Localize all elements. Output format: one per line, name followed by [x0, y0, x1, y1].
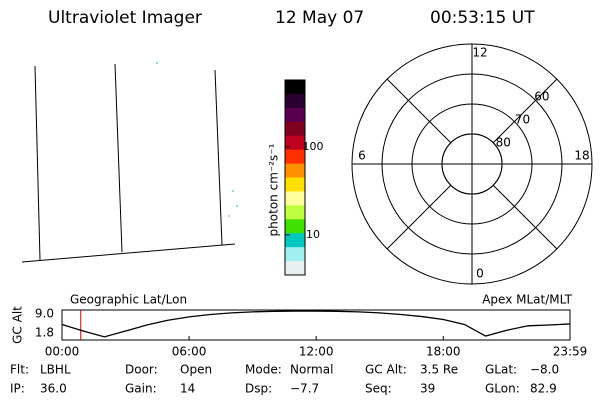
- colorbar-frame: [284, 79, 306, 276]
- field-label: Flt:: [10, 363, 29, 377]
- polar-diag: [386, 78, 452, 144]
- mlt-label: 12: [472, 46, 487, 60]
- field-label: GC Alt:: [365, 363, 407, 377]
- altitude-plot: 1.8 9.0 00:00 06:00 12:00 18:00 23:59: [35, 306, 587, 358]
- colorbar-cell: [285, 219, 305, 234]
- field-value: −8.0: [530, 363, 559, 377]
- field-value: 3.5 Re: [420, 363, 458, 377]
- field-label: Mode:: [245, 363, 282, 377]
- colorbar-tick-label: 10: [306, 228, 320, 241]
- y-tick-label: 9.0: [35, 306, 54, 320]
- field-value: LBHL: [40, 363, 71, 377]
- polar-diag: [492, 78, 558, 144]
- field-value: Open: [180, 363, 212, 377]
- colorbar-cell: [285, 205, 305, 220]
- field-value: Normal: [290, 363, 333, 377]
- map-label: Geographic Lat/Lon: [70, 293, 187, 307]
- colorbar-cell: [285, 80, 305, 95]
- colorbar-cell: [285, 247, 305, 262]
- field-value: 82.9: [530, 382, 557, 396]
- colorbar-cell: [285, 177, 305, 192]
- colorbar-cell: [285, 93, 305, 109]
- colorbar-cell: [285, 191, 305, 206]
- x-tick-label: 23:59: [553, 345, 588, 359]
- colorbar-tick-label: 100: [303, 140, 324, 153]
- field-value: 14: [180, 382, 195, 396]
- colorbar-cell: [285, 107, 305, 123]
- mlt-label: 18: [574, 149, 589, 163]
- mlt-label: 6: [358, 149, 366, 163]
- y-tick-label: 1.8: [35, 325, 54, 339]
- mlt-label: 0: [476, 267, 484, 281]
- x-tick-label: 06:00: [172, 345, 207, 359]
- altitude-line: [61, 310, 571, 338]
- x-tick-label: 12:00: [299, 345, 334, 359]
- colorbar-cell: [285, 149, 305, 165]
- polar-label: Apex MLat/MLT: [482, 293, 572, 307]
- map-dots: [156, 62, 238, 217]
- lat-label: 60: [534, 90, 549, 104]
- x-tick-label: 18:00: [426, 345, 461, 359]
- x-tick-label: 00:00: [45, 345, 80, 359]
- colorbar-cell: [285, 163, 305, 178]
- field-label: GLon:: [485, 382, 520, 396]
- map-grid: [21, 63, 236, 263]
- field-value: 39: [420, 382, 435, 396]
- time: 00:53:15 UT: [430, 8, 535, 28]
- field-label: Dsp:: [245, 382, 272, 396]
- colorbar-cell: [285, 233, 305, 248]
- field-label: Gain:: [125, 382, 157, 396]
- field-value: 36.0: [40, 382, 67, 396]
- colorbar-cell: [285, 261, 305, 276]
- colorbar: 10 100: [284, 79, 324, 276]
- colorbar-cell: [285, 121, 305, 137]
- date: 12 May 07: [275, 8, 364, 28]
- field-value: −7.7: [290, 382, 319, 396]
- field-label: GLat:: [485, 363, 517, 377]
- polar-diag: [492, 184, 558, 250]
- field-label: IP:: [10, 382, 25, 396]
- field-label: Seq:: [365, 382, 392, 396]
- colorbar-label: photon cm⁻²s⁻¹: [267, 143, 281, 236]
- lat-label: 70: [515, 113, 530, 127]
- polar-diag: [386, 184, 452, 250]
- instrument: Ultraviolet Imager: [48, 8, 202, 28]
- field-label: Door:: [125, 363, 158, 377]
- lat-label: 80: [496, 136, 511, 150]
- footer: Flt: LBHL Door: Open Mode: Normal GC Alt: 3.5 R…: [10, 363, 559, 396]
- y-axis-label: GC Alt: [11, 306, 25, 344]
